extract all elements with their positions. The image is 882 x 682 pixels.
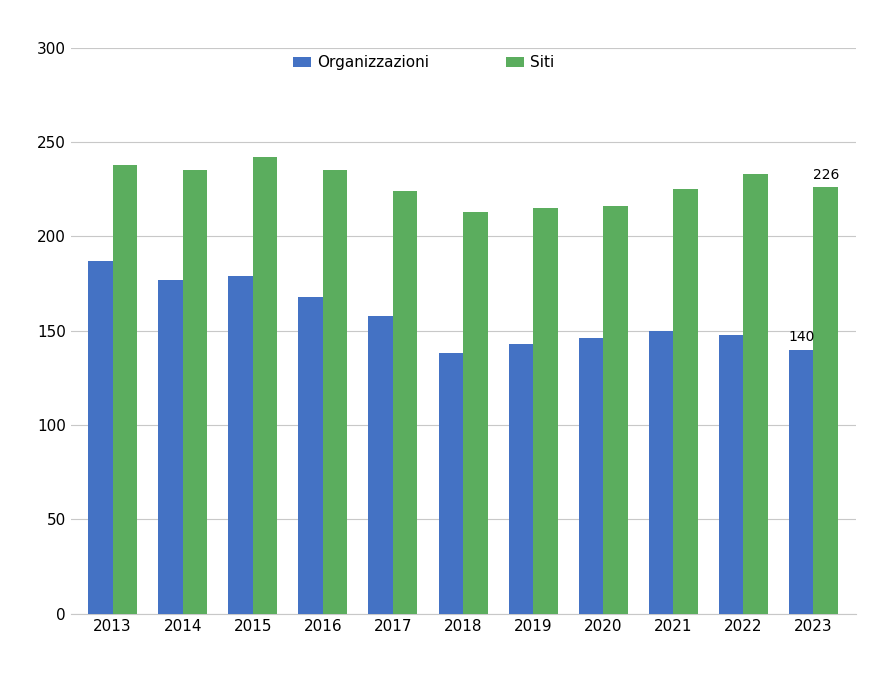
Bar — [369, 316, 393, 614]
Bar — [533, 208, 557, 614]
Bar — [509, 344, 533, 614]
Bar — [88, 261, 113, 614]
Bar — [789, 350, 813, 614]
Bar — [323, 170, 348, 614]
Text: 226: 226 — [812, 168, 839, 181]
Bar — [113, 165, 137, 614]
Legend: Organizzazioni, Siti: Organizzazioni, Siti — [293, 55, 555, 70]
Bar — [813, 188, 838, 614]
Bar — [744, 174, 768, 614]
Bar — [158, 280, 183, 614]
Bar — [603, 206, 628, 614]
Bar — [228, 276, 253, 614]
Bar — [183, 170, 207, 614]
Bar — [298, 297, 323, 614]
Bar — [253, 157, 277, 614]
Bar — [649, 331, 673, 614]
Bar — [579, 338, 603, 614]
Bar — [719, 335, 744, 614]
Text: 140: 140 — [788, 330, 814, 344]
Bar — [463, 212, 488, 614]
Bar — [673, 189, 698, 614]
Bar — [393, 191, 417, 614]
Bar — [438, 353, 463, 614]
